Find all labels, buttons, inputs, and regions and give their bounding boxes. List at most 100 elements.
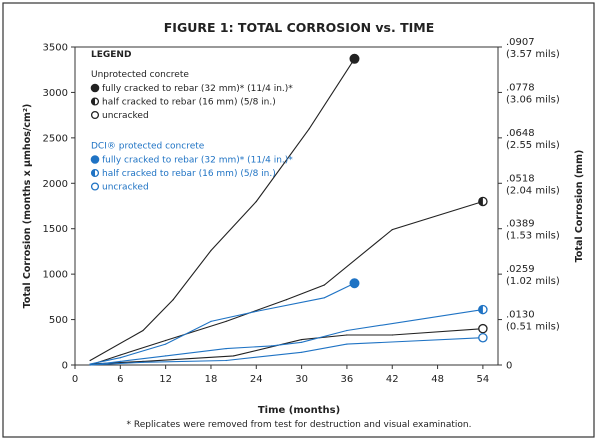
series-line [90, 309, 483, 366]
data-point [255, 200, 257, 203]
legend-marker [90, 182, 100, 191]
y-tick-label: 500 [49, 315, 68, 326]
y2-tick-label: .0518 [506, 173, 535, 184]
x-tick-label: 6 [117, 374, 123, 385]
y-tick-label: 3500 [43, 43, 68, 54]
y2-tick-sublabel: (1.53 mils) [506, 231, 560, 242]
x-tick-label: 18 [205, 374, 218, 385]
y-tick-label: 3000 [43, 88, 68, 99]
legend-marker [90, 155, 100, 164]
data-point [210, 320, 212, 322]
series-end-marker [478, 323, 488, 334]
y2-tick-label: 0 [506, 361, 512, 372]
series-6 [89, 332, 488, 366]
data-point [119, 354, 121, 356]
legend-item-label: fully cracked to rebar (32 mm)* (11/4 in… [102, 156, 293, 166]
data-point [346, 343, 348, 345]
data-point [142, 329, 144, 332]
series-line [89, 200, 484, 366]
y2-tick-sublabel: (0.51 mils) [506, 322, 560, 333]
data-point [225, 320, 227, 322]
chart-title: FIGURE 1: TOTAL CORROSION vs. TIME [164, 20, 434, 35]
legend: LEGEND Unprotected concrete fully cracked … [90, 50, 293, 193]
data-point [323, 297, 325, 299]
x-tick-label: 42 [386, 374, 399, 385]
data-point [391, 229, 393, 231]
data-point [119, 357, 121, 359]
series-4 [89, 278, 360, 365]
data-point [172, 299, 174, 301]
data-point [301, 341, 303, 343]
data-point [89, 359, 91, 362]
data-point [323, 284, 325, 286]
series-end-marker [478, 196, 488, 207]
series-end-marker-fill [478, 305, 483, 315]
series-end-marker [349, 53, 360, 64]
axis-ticks: 0 6 12 18 24 30 36 42 48 54 0 500 1000 1500 2000 2500 30… [43, 37, 560, 385]
y-axis-label: Total Corrosion (months x µmhos/cm²) [22, 104, 33, 309]
x-tick-label: 24 [250, 374, 263, 385]
legend-marker [90, 83, 100, 93]
y-tick-label: 1000 [43, 270, 68, 281]
series-end-marker [349, 278, 360, 289]
y2-axis-label: Total Corrosion (mm) [574, 150, 585, 263]
y2-tick-label: .0389 [506, 219, 535, 230]
legend-marker [90, 110, 100, 120]
y2-tick-label: .0907 [506, 37, 535, 48]
legend-marker [90, 168, 100, 178]
y2-tick-label: .0130 [506, 310, 535, 321]
x-axis-label: Time (months) [258, 405, 340, 416]
data-point [119, 360, 121, 362]
y-tick-label: 2000 [43, 179, 68, 190]
y2-tick-label: .0778 [506, 82, 535, 93]
data-point [165, 339, 167, 342]
data-point [391, 334, 393, 336]
x-tick-label: 48 [431, 374, 444, 385]
data-point [255, 310, 257, 312]
data-point [142, 361, 144, 363]
legend-title: LEGEND [91, 50, 131, 60]
x-tick-label: 36 [341, 374, 354, 385]
legend-marker-fill [91, 169, 95, 177]
data-point [165, 343, 167, 345]
y2-tick-label: .0259 [506, 264, 535, 275]
data-point [225, 359, 227, 362]
y-tick-label: 2500 [43, 133, 68, 144]
y2-tick-sublabel: (3.57 mils) [506, 49, 560, 60]
legend-group-heading: DCI® protected concrete [91, 142, 205, 152]
data-point [89, 364, 91, 366]
y2-tick-sublabel: (2.04 mils) [506, 185, 560, 196]
data-point [165, 355, 167, 357]
legend-item-label: uncracked [102, 111, 149, 121]
data-point [225, 348, 227, 350]
series-end-marker-fill [478, 196, 483, 206]
legend-item-label: uncracked [102, 183, 149, 193]
legend-marker-fill [91, 97, 95, 106]
y2-tick-sublabel: (1.02 mils) [506, 276, 560, 287]
legend-item-label: half cracked to rebar (16 mm) (5/8 in.) [102, 98, 276, 108]
data-point [142, 360, 144, 362]
series-line [90, 337, 483, 366]
data-point [308, 128, 310, 130]
y-tick-label: 1500 [43, 224, 68, 235]
data-point [346, 334, 348, 336]
x-tick-label: 54 [477, 374, 490, 385]
legend-item-label: fully cracked to rebar (32 mm)* (11/4 in… [102, 84, 293, 94]
series-1 [89, 53, 360, 362]
data-point [210, 249, 212, 252]
plot-area [74, 46, 499, 366]
y-tick-label: 0 [62, 361, 68, 372]
series-3 [89, 323, 488, 365]
footnote: * Replicates were removed from test for … [127, 420, 472, 430]
data-point [89, 363, 91, 365]
legend-marker [90, 97, 100, 106]
legend-group-heading: Unprotected concrete [91, 70, 189, 80]
y2-tick-label: .0648 [506, 128, 535, 139]
x-tick-label: 0 [72, 374, 78, 385]
data-point [301, 351, 303, 353]
series-5 [89, 304, 488, 366]
x-tick-label: 12 [159, 374, 172, 385]
data-point [285, 299, 288, 301]
series-end-marker [478, 332, 488, 343]
